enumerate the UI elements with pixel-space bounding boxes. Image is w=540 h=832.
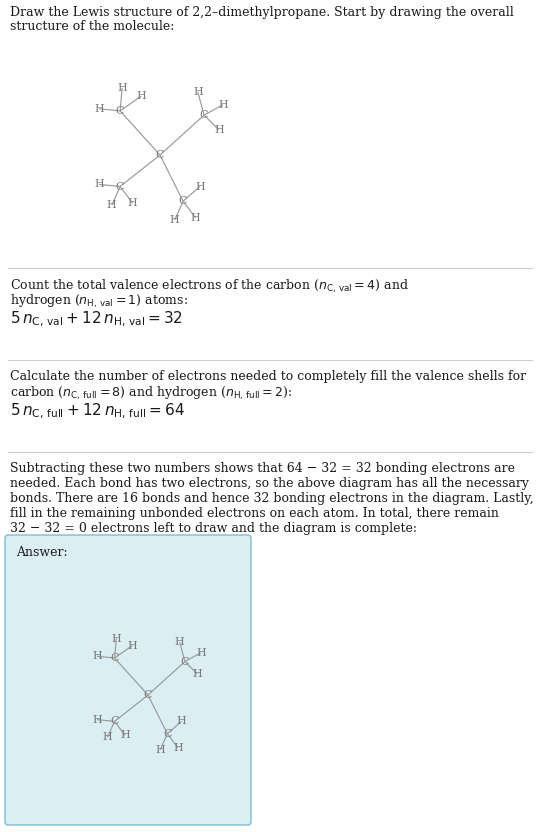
Text: H: H	[175, 637, 185, 647]
Text: Count the total valence electrons of the carbon ($n_\mathrm{C,\,val} = 4$) and: Count the total valence electrons of the…	[10, 278, 409, 295]
Text: $5\,n_\mathrm{C,\,val} + 12\,n_\mathrm{H,\,val} = 32$: $5\,n_\mathrm{C,\,val} + 12\,n_\mathrm{H…	[10, 310, 183, 329]
Text: C: C	[144, 690, 152, 700]
Text: H: H	[92, 651, 102, 661]
Text: Answer:: Answer:	[16, 546, 68, 559]
Text: H: H	[103, 732, 112, 742]
Text: H: H	[111, 634, 121, 644]
Text: H: H	[127, 641, 137, 651]
Text: needed. Each bond has two electrons, so the above diagram has all the necessary: needed. Each bond has two electrons, so …	[10, 477, 529, 490]
Text: H: H	[177, 716, 186, 726]
Text: Subtracting these two numbers shows that 64 − 32 = 32 bonding electrons are: Subtracting these two numbers shows that…	[10, 462, 515, 475]
Text: C: C	[116, 106, 124, 116]
Text: H: H	[195, 181, 205, 191]
Text: structure of the molecule:: structure of the molecule:	[10, 20, 174, 33]
Text: H: H	[107, 201, 117, 210]
Text: H: H	[214, 125, 224, 135]
Text: H: H	[173, 743, 183, 753]
Text: hydrogen ($n_\mathrm{H,\,val} = 1$) atoms:: hydrogen ($n_\mathrm{H,\,val} = 1$) atom…	[10, 293, 188, 310]
Text: $5\,n_\mathrm{C,\,full} + 12\,n_\mathrm{H,\,full} = 64$: $5\,n_\mathrm{C,\,full} + 12\,n_\mathrm{…	[10, 402, 185, 421]
Text: bonds. There are 16 bonds and hence 32 bonding electrons in the diagram. Lastly,: bonds. There are 16 bonds and hence 32 b…	[10, 492, 534, 505]
Text: C: C	[116, 181, 124, 191]
Text: H: H	[196, 648, 206, 658]
Text: C: C	[110, 716, 119, 726]
Text: H: H	[128, 198, 138, 208]
Text: fill in the remaining unbonded electrons on each atom. In total, there remain: fill in the remaining unbonded electrons…	[10, 507, 499, 520]
Text: H: H	[136, 92, 146, 102]
Text: C: C	[200, 110, 208, 120]
Text: C: C	[156, 150, 164, 160]
Text: H: H	[218, 100, 228, 110]
Text: H: H	[193, 87, 202, 97]
Text: C: C	[110, 653, 119, 663]
FancyBboxPatch shape	[5, 535, 251, 825]
Text: H: H	[156, 745, 165, 755]
Text: C: C	[181, 656, 189, 666]
Text: Draw the Lewis structure of 2,2–dimethylpropane. Start by drawing the overall: Draw the Lewis structure of 2,2–dimethyl…	[10, 6, 514, 19]
Text: H: H	[92, 715, 102, 725]
Text: H: H	[191, 213, 200, 223]
Text: H: H	[94, 104, 104, 114]
Text: C: C	[179, 196, 187, 206]
Text: H: H	[192, 669, 202, 679]
Text: carbon ($n_\mathrm{C,\,full} = 8$) and hydrogen ($n_\mathrm{H,\,full} = 2$):: carbon ($n_\mathrm{C,\,full} = 8$) and h…	[10, 385, 293, 402]
Text: 32 − 32 = 0 electrons left to draw and the diagram is complete:: 32 − 32 = 0 electrons left to draw and t…	[10, 522, 417, 535]
Text: H: H	[117, 83, 127, 93]
Text: H: H	[94, 180, 104, 190]
Text: Calculate the number of electrons needed to completely fill the valence shells f: Calculate the number of electrons needed…	[10, 370, 526, 383]
Text: C: C	[163, 729, 172, 739]
Text: H: H	[170, 215, 180, 225]
Text: H: H	[120, 730, 130, 740]
